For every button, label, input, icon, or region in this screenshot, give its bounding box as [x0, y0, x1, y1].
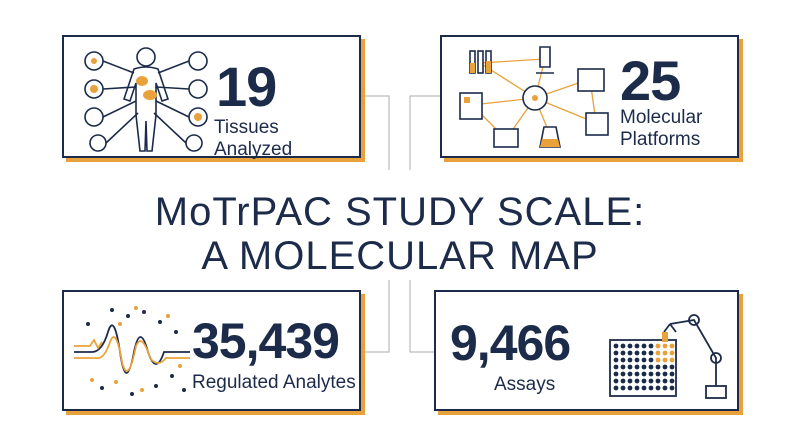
plate-well — [634, 343, 640, 349]
plate-well — [662, 385, 668, 391]
plate-well — [641, 364, 647, 370]
plate-well — [634, 378, 640, 384]
plate-well — [655, 378, 661, 384]
plate-well — [662, 378, 668, 384]
plate-well — [662, 364, 668, 370]
plate-well — [669, 385, 675, 391]
plate-well — [669, 364, 675, 370]
plate-well — [648, 357, 654, 363]
human-body-organs-icon — [84, 47, 208, 152]
plate-well — [634, 371, 640, 377]
plate-well — [655, 385, 661, 391]
page-title-line-2: A MOLECULAR MAP — [201, 234, 599, 278]
plate-well — [648, 350, 654, 356]
plate-well — [634, 350, 640, 356]
plate-well — [620, 364, 626, 370]
plate-well — [641, 350, 647, 356]
plate-well — [634, 385, 640, 391]
analytes-card: 35,439 Regulated Analytes — [62, 290, 361, 411]
plate-well — [655, 343, 661, 349]
plate-well — [627, 357, 633, 363]
plate-well — [648, 378, 654, 384]
analytes-label: Regulated Analytes — [192, 372, 356, 393]
page-title-line-1: MoTrPAC STUDY SCALE: — [154, 190, 646, 234]
plate-well — [669, 371, 675, 377]
waveform-scatter-icon — [74, 306, 190, 396]
plate-well — [655, 371, 661, 377]
plate-well — [662, 343, 668, 349]
plate-well — [613, 385, 619, 391]
plate-well — [620, 371, 626, 377]
plate-well — [613, 350, 619, 356]
plate-well — [655, 364, 661, 370]
plate-well — [662, 371, 668, 377]
plate-well — [613, 357, 619, 363]
assays-label: Assays — [494, 374, 556, 395]
plate-well — [669, 378, 675, 384]
plate-well — [655, 350, 661, 356]
platforms-count: 25 — [620, 49, 681, 112]
plate-well — [620, 357, 626, 363]
plate-well — [662, 357, 668, 363]
plate-well — [627, 343, 633, 349]
plate-well — [648, 371, 654, 377]
plate-well — [620, 385, 626, 391]
plate-well — [634, 357, 640, 363]
platforms-label-line-1: Molecular — [620, 107, 703, 128]
plate-well — [613, 343, 619, 349]
robotic-arm-plate-icon — [609, 314, 727, 399]
plate-well — [641, 343, 647, 349]
platforms-card: 25 Molecular Platforms — [440, 35, 739, 158]
plate-well — [641, 357, 647, 363]
plate-well — [669, 357, 675, 363]
plate-well — [655, 357, 661, 363]
tissues-count: 19 — [216, 55, 277, 118]
plate-well — [627, 378, 633, 384]
assays-count: 9,466 — [450, 315, 571, 371]
plate-well — [620, 378, 626, 384]
plate-well — [662, 350, 668, 356]
tissues-card: 19 Tissues Analyzed — [62, 35, 361, 160]
plate-well — [641, 378, 647, 384]
plate-well — [613, 371, 619, 377]
plate-well — [613, 364, 619, 370]
plate-well — [648, 343, 654, 349]
plate-well — [627, 364, 633, 370]
plate-well — [641, 385, 647, 391]
plate-well — [627, 371, 633, 377]
plate-well — [648, 385, 654, 391]
plate-well — [620, 343, 626, 349]
analytes-count: 35,439 — [192, 313, 340, 369]
tissues-label: Tissues Analyzed — [214, 117, 293, 160]
plate-well — [669, 343, 675, 349]
plate-well — [627, 385, 633, 391]
plate-well — [613, 378, 619, 384]
plate-well — [648, 364, 654, 370]
plate-well — [620, 350, 626, 356]
assays-card: 9,466 Assays — [434, 290, 739, 411]
plate-well — [669, 350, 675, 356]
plate-well — [641, 371, 647, 377]
platforms-label-line-2: Platforms — [620, 129, 701, 150]
lab-equipment-network-icon — [459, 46, 609, 148]
plate-well — [634, 364, 640, 370]
plate-well — [627, 350, 633, 356]
